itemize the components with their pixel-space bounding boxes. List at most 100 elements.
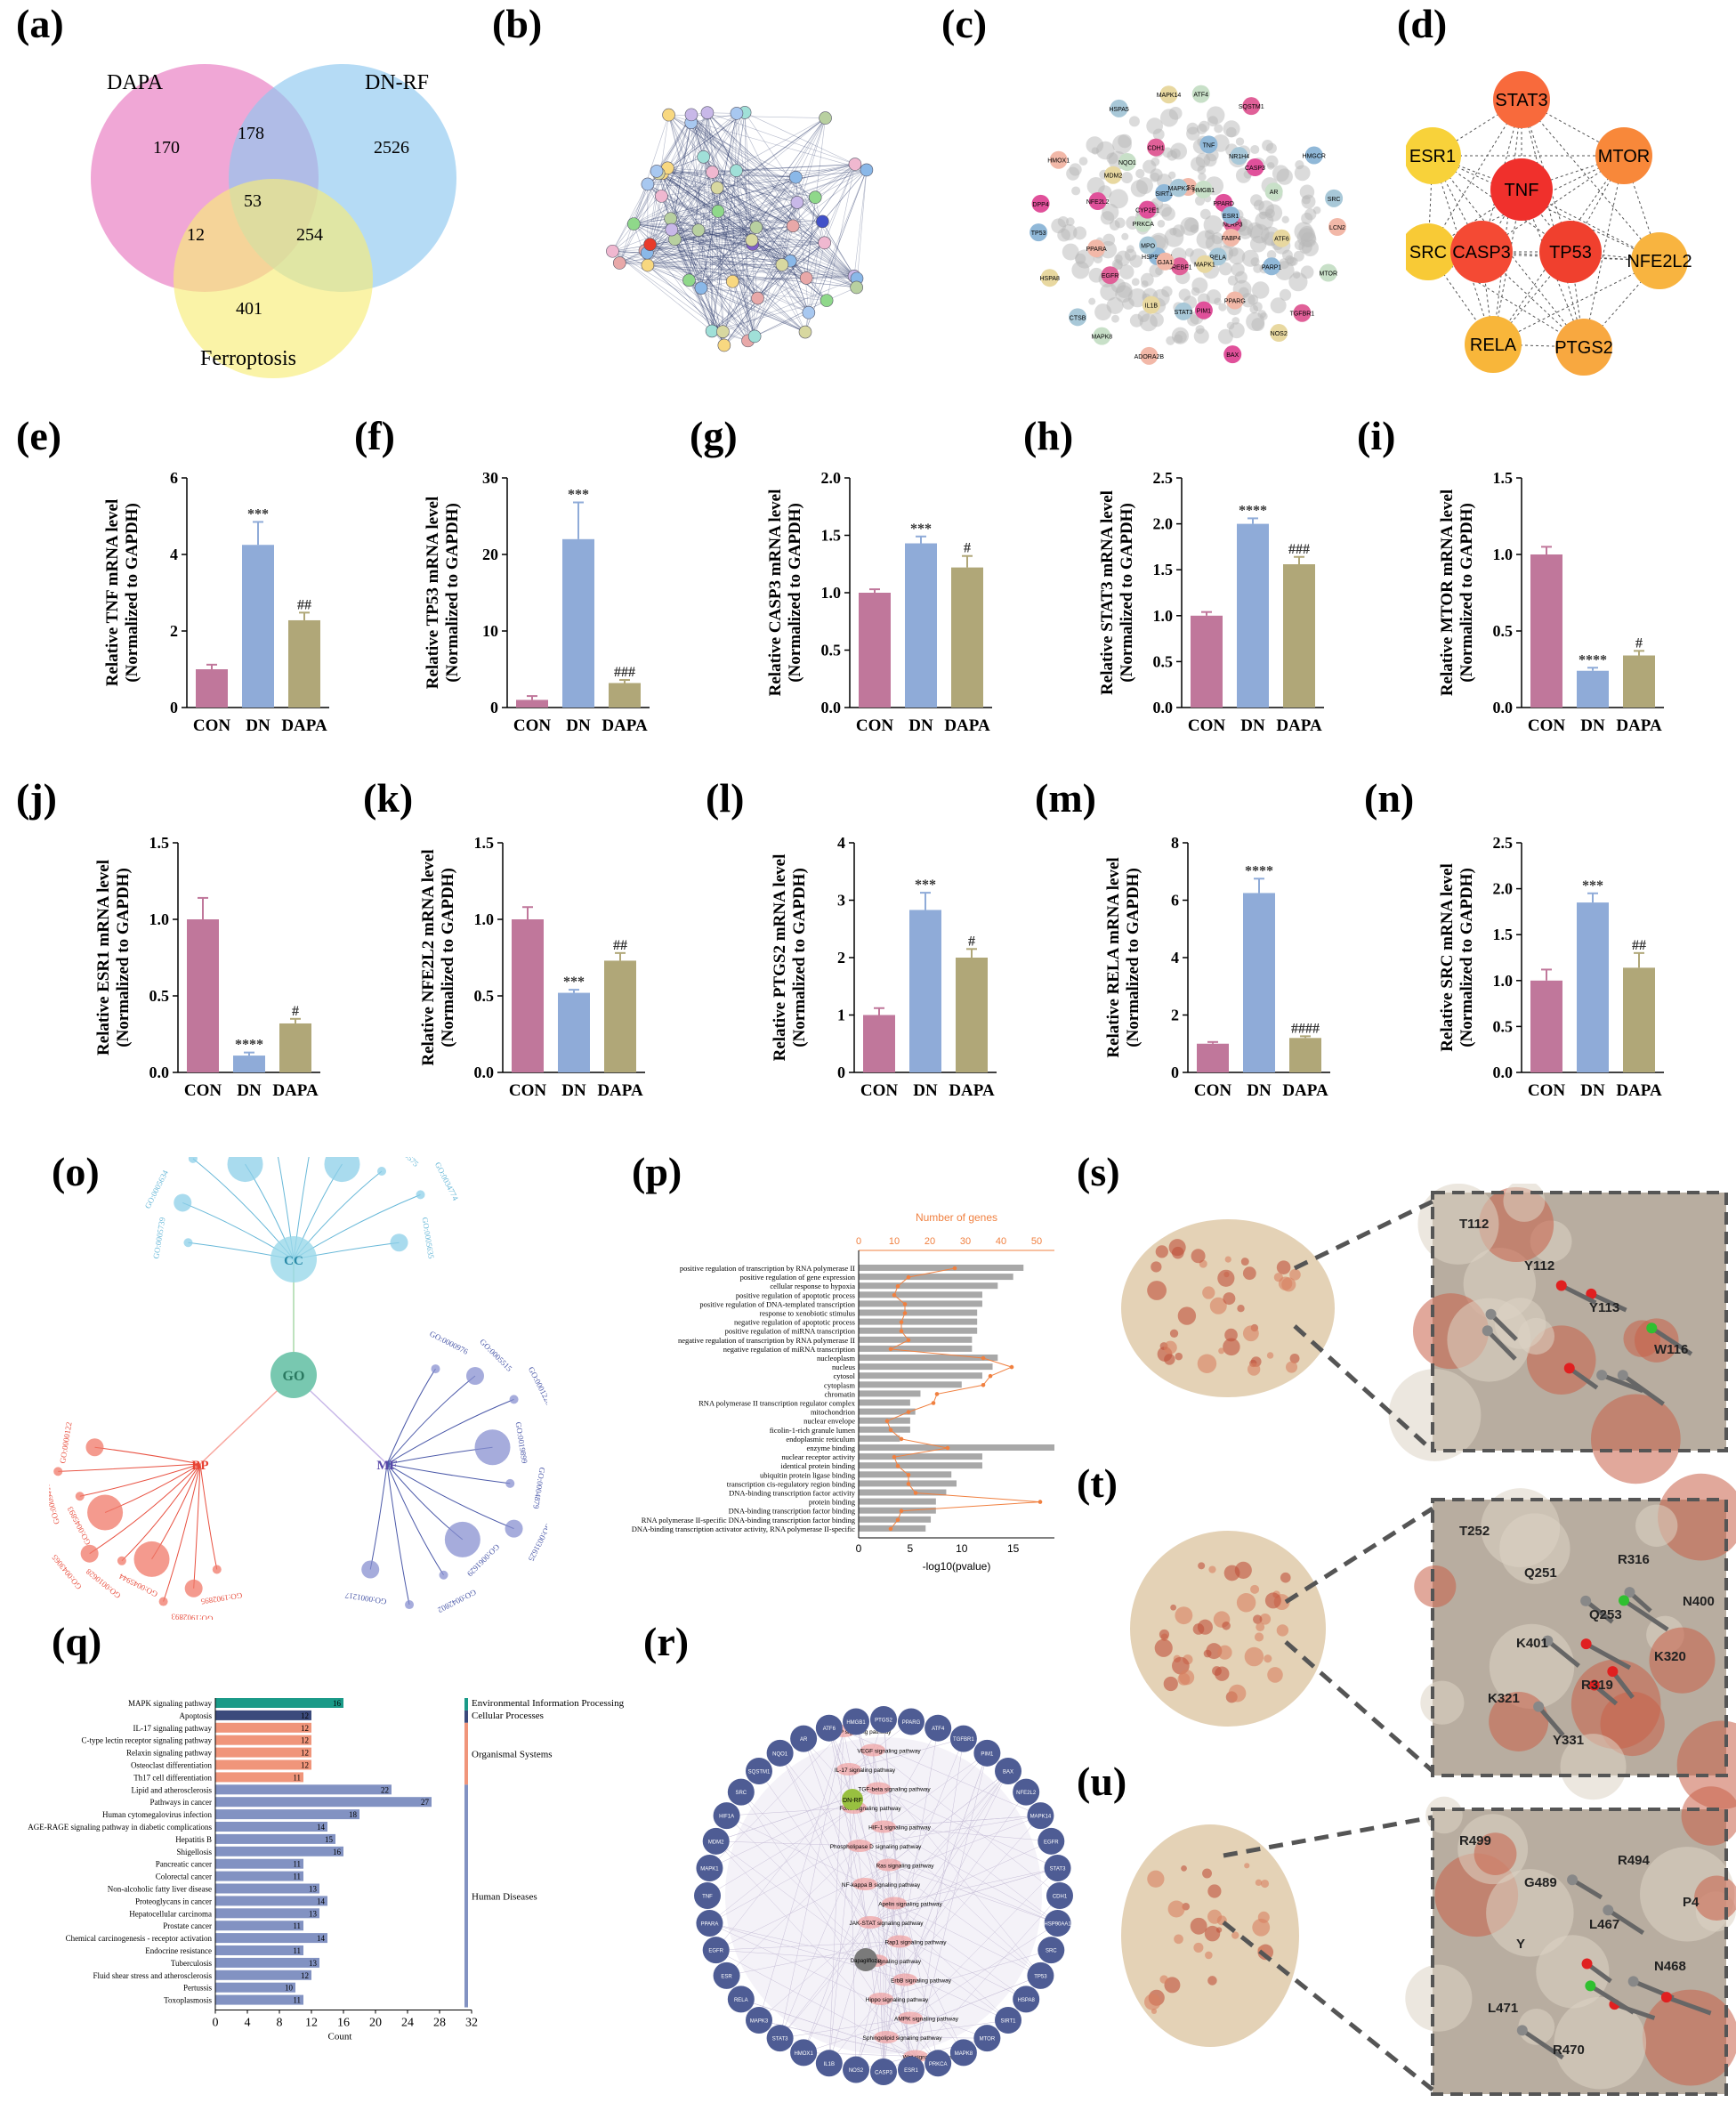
network-edge xyxy=(671,122,692,231)
hub-node-label: TP53 xyxy=(1549,243,1592,263)
gene-node-label: MDM2 xyxy=(1104,174,1123,180)
gene-label: STAT3 xyxy=(772,2037,788,2042)
surface-patch xyxy=(1169,1329,1179,1338)
kegg-enrichment-chart: 16 MAPK signaling pathway 12 Apoptosis 12 IL-… xyxy=(28,1698,625,2042)
network-edge xyxy=(736,113,754,245)
network-edge xyxy=(715,1840,860,1847)
gene-node xyxy=(973,2025,1001,2052)
go-term-node xyxy=(117,1556,126,1565)
y-tick-label: 6 xyxy=(1171,892,1179,910)
category-label: Organismal Systems xyxy=(472,1750,553,1760)
network-edge xyxy=(647,264,855,277)
gene-node xyxy=(766,2025,794,2052)
go-root-node xyxy=(270,1352,317,1398)
go-term-node xyxy=(444,1521,480,1557)
gene-node xyxy=(1110,99,1128,117)
gene-node-label: HMGB1 xyxy=(1192,188,1215,194)
ligand-atom xyxy=(1485,1308,1497,1320)
network-edge xyxy=(717,211,825,244)
x-tick-label: CON xyxy=(509,1081,547,1100)
gene-node-label: MPO xyxy=(1141,243,1156,249)
surface-patch xyxy=(1168,1239,1186,1257)
cc-label: CC xyxy=(284,1254,303,1268)
network-edge xyxy=(732,275,855,282)
ligand-bond xyxy=(1570,1878,1603,1900)
network-edge xyxy=(689,275,855,281)
background-node xyxy=(1124,248,1137,262)
bar-dn xyxy=(1237,523,1269,708)
network-edge xyxy=(716,187,825,244)
gene-node xyxy=(1044,1855,1071,1882)
residue-label: T112 xyxy=(1459,1217,1489,1232)
gene-node xyxy=(1242,97,1261,116)
y-axis-label-2: (Normalized to GAPDH) xyxy=(443,503,462,683)
significance-mark: *** xyxy=(910,522,932,537)
gene-node xyxy=(1155,183,1174,202)
hub-node-label: RELA xyxy=(1470,336,1517,355)
background-node xyxy=(1184,247,1194,257)
y-axis-label: Relative CASP3 mRNA level xyxy=(766,489,785,697)
venn-count-dapa-only: 170 xyxy=(153,138,180,158)
significance-mark: ## xyxy=(1632,938,1646,953)
gene-node-label: GJA1 xyxy=(1158,260,1174,266)
kegg-term-label: Fluid shear stress and atherosclerosis xyxy=(93,1971,213,1980)
go-term-label: GO:1902893 xyxy=(171,1613,214,1620)
hub-node-mtor xyxy=(1595,127,1652,184)
kegg-bar xyxy=(215,1908,319,1919)
gene-node-label: LCN2 xyxy=(1329,225,1345,231)
ligand-atom xyxy=(1588,1679,1600,1691)
y-tick-label: 0.0 xyxy=(1493,699,1514,716)
network-node xyxy=(655,190,668,203)
network-edge xyxy=(808,169,868,313)
network-edge xyxy=(736,164,855,171)
tree-branch xyxy=(386,1368,436,1465)
y-tick-label: 1.0 xyxy=(474,910,495,928)
network-edge xyxy=(752,244,755,336)
surface-patch xyxy=(1163,1676,1178,1692)
gene-node-label: PPARD xyxy=(1213,201,1234,207)
ligand-atom xyxy=(1660,1992,1672,2003)
gene-node xyxy=(1304,146,1323,165)
network-edge xyxy=(647,239,752,266)
background-node xyxy=(1121,232,1129,240)
gene-node xyxy=(897,2056,925,2083)
gene-node-label: ATF4 xyxy=(1193,93,1208,99)
gene-label: EGFR xyxy=(708,1949,723,1954)
network-edge xyxy=(661,187,718,197)
ligand-bond xyxy=(1568,1366,1599,1390)
zoom-surface-patch xyxy=(1554,1996,1647,2090)
ligand-bond xyxy=(1560,1283,1597,1306)
network-edge xyxy=(740,1792,916,2057)
network-edge xyxy=(690,122,794,227)
network-edge xyxy=(690,114,855,277)
y-tick-label: 1.0 xyxy=(1493,546,1514,563)
gene-label: EGFR xyxy=(1044,1840,1059,1845)
ligand-bond xyxy=(1606,1908,1645,1936)
panel-label-u: (u) xyxy=(1077,1759,1127,1804)
go-term-node xyxy=(158,1597,168,1606)
gene-node xyxy=(1027,1961,1054,1989)
background-node xyxy=(1266,250,1277,260)
y-tick-label: 1.0 xyxy=(1153,607,1174,625)
zoom-surface-patch xyxy=(1649,1627,1716,1694)
network-node xyxy=(711,205,725,218)
residue-label: T252 xyxy=(1459,1524,1490,1539)
y-tick-label: 1 xyxy=(837,1007,845,1024)
network-edge xyxy=(869,1921,965,2053)
gene-node xyxy=(790,2039,818,2067)
network-edge xyxy=(752,117,826,245)
go-term-label: GO:0005739 xyxy=(151,1217,166,1259)
background-node xyxy=(1152,128,1165,141)
network-edge xyxy=(904,1770,1009,1980)
go-term-label: GO:0001217 xyxy=(344,1590,387,1606)
network-edge xyxy=(667,112,708,169)
tree-branch xyxy=(386,1398,514,1465)
dnrf-hub-node xyxy=(842,1789,863,1810)
network-edge xyxy=(667,167,855,277)
go-term-label: GO:1902895 xyxy=(199,1591,242,1606)
network-edge xyxy=(703,112,708,158)
bar-con xyxy=(863,1015,895,1072)
network-edge xyxy=(647,264,723,332)
network-node xyxy=(626,217,641,231)
panel-label-e: (e) xyxy=(16,413,62,458)
